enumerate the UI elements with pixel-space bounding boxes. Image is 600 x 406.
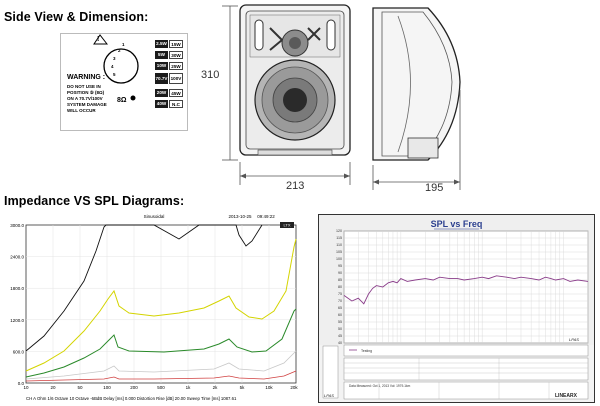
impedance-header-date: 2013-10-25: [228, 214, 252, 219]
spl-y-tick: 105: [336, 250, 342, 254]
impedance-header-center: Sinusoidal: [144, 214, 165, 219]
spl-chart-frame: SPL vs Freq 120 115 110 105 100 95 90 85 80 75 70 6…: [318, 214, 595, 403]
impedance-y-tick: 2400.0: [10, 255, 24, 260]
tap-selector-panel: ! WARNING : DO NOT USE IN POSITION ⑤ (8Ω…: [60, 33, 188, 131]
impedance-x-tick: 1k: [186, 385, 192, 390]
impedance-x-tick: 100: [103, 385, 111, 390]
tap-row-5: 20W 45W: [155, 89, 183, 97]
spl-y-tick: 120: [336, 229, 342, 233]
impedance-chart: Sinusoidal 2013-10-25 09:49:22 LTX 3000.…: [4, 211, 300, 404]
impedance-y-tick: 600.0: [13, 349, 25, 354]
spl-legend-label: Testing: [361, 349, 372, 353]
impedance-y-tick: 0.0: [18, 381, 25, 386]
impedance-curve-black: [25, 224, 263, 352]
spl-y-tick: 45: [338, 334, 342, 338]
impedance-badge: LTX: [283, 223, 290, 228]
spl-y-tick: 70: [338, 299, 342, 303]
spl-y-tick: 115: [336, 236, 342, 240]
impedance-y-tick: 1800.0: [10, 286, 24, 291]
impedance-y-tick: 3000.0: [10, 223, 24, 228]
impedance-y-ticks: 3000.0 2400.0 1800.0 1200.0 600.0 0.0: [10, 223, 24, 386]
impedance-footer: CH A Ohm 1/6 Octave 10 Octave -6BdB Dela…: [26, 396, 237, 401]
spl-series-testing: [343, 275, 589, 305]
spl-y-tick: 60: [338, 313, 342, 317]
spl-y-tick: 85: [338, 278, 342, 282]
tap-row-1: 2.5W 15W: [155, 40, 183, 48]
spl-y-ticks: 120 115 110 105 100 95 90 85 80 75 70 65 60 55 50 45 40: [336, 229, 342, 345]
warning-text: DO NOT USE IN POSITION ⑤ (8Ω) ON A 70.7V…: [67, 84, 107, 113]
spl-y-tick: 75: [338, 292, 342, 296]
impedance-x-ticks: 10 20 50 100 200 500 1k 2k 5k 10k 20k: [23, 385, 298, 390]
impedance-curve-gray: [25, 350, 297, 380]
impedance-y-tick: 1200.0: [10, 318, 24, 323]
impedance-x-tick: 2k: [213, 385, 219, 390]
impedance-curve-green: [25, 308, 297, 378]
spl-notes: Data Measured: Oct 1, 2013 Vol: 1979-1km: [349, 384, 411, 388]
ohm-dot-icon: [130, 95, 136, 101]
dial-number-2: 2: [118, 48, 121, 53]
spl-title: SPL vs Freq: [431, 219, 483, 229]
dial-number-4: 4: [111, 64, 114, 69]
impedance-curve-yellow: [25, 238, 297, 372]
speaker-side-view-icon: [372, 7, 461, 190]
width-dimension: 213: [286, 180, 305, 192]
impedance-x-tick: 500: [157, 385, 165, 390]
spl-y-tick: 110: [336, 243, 342, 247]
tap-row-2: 5W 30W: [155, 51, 183, 59]
height-dimension: 310: [201, 69, 220, 81]
dial-number-3: 3: [113, 56, 116, 61]
spl-y-tick: 55: [338, 320, 342, 324]
impedance-curve-red: [25, 370, 297, 382]
impedance-x-tick: 20: [50, 385, 56, 390]
spl-y-tick: 95: [338, 264, 342, 268]
spl-y-tick: 90: [338, 271, 342, 275]
impedance-x-tick: 200: [130, 385, 138, 390]
spl-left-logo: LPAS: [324, 393, 334, 398]
spl-y-tick: 40: [338, 341, 342, 345]
spl-chart: SPL vs Freq 120 115 110 105 100 95 90 85 80 75 70 6…: [319, 215, 594, 402]
impedance-x-tick: 50: [77, 385, 83, 390]
spl-y-tick: 65: [338, 306, 342, 310]
ohm-label: 8Ω: [117, 97, 127, 104]
impedance-x-tick: 20k: [290, 385, 298, 390]
spl-y-tick: 80: [338, 285, 342, 289]
impedance-x-tick: 10: [23, 385, 29, 390]
tap-row-6: 40W N.C: [155, 100, 183, 108]
side-view-title: Side View & Dimension:: [4, 10, 149, 24]
impedance-title: Impedance VS SPL Diagrams:: [4, 194, 185, 208]
spl-y-tick: 100: [336, 257, 342, 261]
spl-watermark-logo: LPAS: [569, 337, 579, 342]
depth-dimension: 195: [425, 182, 444, 194]
tap-row-4: 70.7V 100V: [155, 73, 183, 84]
impedance-x-tick: 10k: [265, 385, 273, 390]
speaker-front-view-icon: [222, 4, 351, 185]
warning-title: WARNING :: [67, 74, 106, 81]
dial-number-1: 1: [122, 42, 125, 47]
warning-exclamation-icon: !: [97, 36, 100, 43]
spl-right-logo: LINEARX: [555, 393, 578, 399]
impedance-header-time: 09:49:22: [257, 214, 275, 219]
impedance-x-tick: 5k: [240, 385, 246, 390]
dial-number-5: 5: [113, 72, 116, 77]
tap-row-3: 10W 25W: [155, 62, 183, 70]
spl-y-tick: 50: [338, 327, 342, 331]
tap-dial-icon: [93, 34, 139, 84]
